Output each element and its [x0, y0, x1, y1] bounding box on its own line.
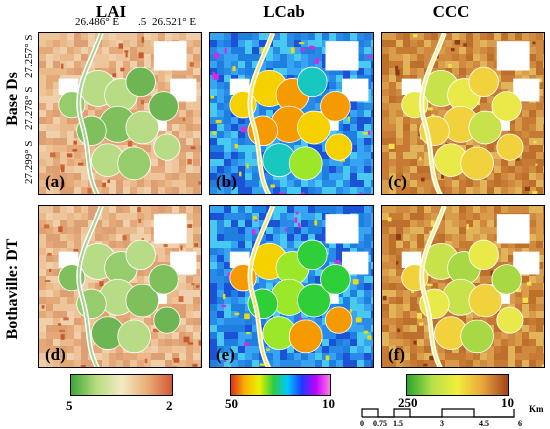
scale-tick-4: 4.5 — [479, 419, 489, 428]
x-tick-2: .5 — [138, 16, 147, 28]
colorbar-lai-min: 5 — [66, 398, 73, 413]
colorbar-lcab-max: 10 — [322, 396, 335, 411]
scale-tick-5: 6 — [518, 419, 522, 428]
panel-label-f: (f) — [388, 345, 405, 364]
panel-label-c: (c) — [388, 172, 407, 191]
column-title-ccc: CCC — [432, 2, 470, 21]
row-label-base: Base Ds — [4, 72, 21, 126]
scale-tick-2: 1.5 — [393, 419, 403, 428]
panel-label-e: (e) — [216, 345, 235, 364]
panel-label-a: (a) — [45, 172, 65, 191]
x-tick-1: 26.486° E — [75, 16, 120, 28]
panel-label-d: (d) — [45, 345, 66, 364]
scale-tick-3: 3 — [440, 419, 444, 428]
row-label-bothaville: Bothaville: DT — [4, 238, 21, 340]
scale-unit: Km — [529, 404, 544, 414]
scale-tick-0: 0 — [360, 419, 364, 428]
scale-bar — [361, 408, 515, 418]
colorbar-lcab-min: 50 — [225, 396, 238, 411]
map-panel-e: (e) — [209, 205, 374, 368]
y-tick-3: 27.299° S — [23, 140, 35, 184]
colorbar-ccc-max: 10 — [501, 395, 514, 410]
colorbar-lai — [70, 374, 173, 396]
map-panel-c: (c) — [381, 32, 545, 195]
map-panel-b: (b) — [209, 32, 374, 195]
colorbar-lai-max: 2 — [166, 398, 173, 413]
panel-label-b: (b) — [216, 172, 237, 191]
x-tick-3: 26.521° E — [152, 16, 197, 28]
map-panel-d: (d) — [38, 205, 202, 368]
column-title-lcab: LCab — [263, 2, 305, 21]
map-panel-a: (a) — [38, 32, 202, 195]
column-title-lai: LAI — [95, 2, 127, 21]
map-panel-f: (f) — [381, 205, 545, 368]
colorbar-ccc — [406, 374, 509, 396]
colorbar-ccc-min: 250 — [398, 395, 418, 410]
y-tick-2: 27.278° S — [23, 86, 35, 130]
colorbar-lcab — [230, 374, 331, 396]
y-tick-1: 27.257° S — [23, 34, 35, 78]
scale-tick-1: 0.75 — [373, 419, 387, 428]
